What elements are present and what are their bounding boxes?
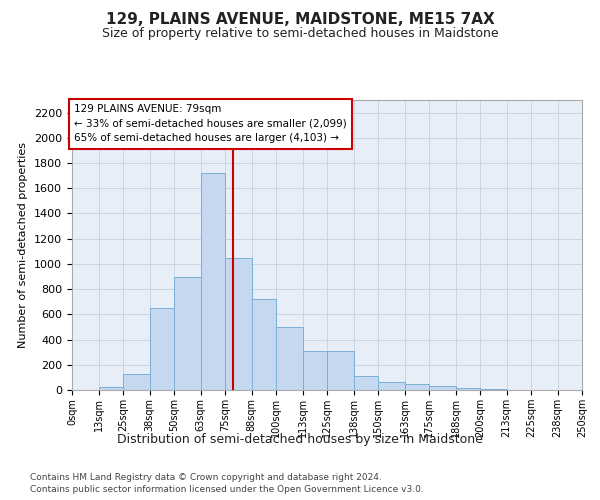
Y-axis label: Number of semi-detached properties: Number of semi-detached properties bbox=[19, 142, 28, 348]
Text: 129, PLAINS AVENUE, MAIDSTONE, ME15 7AX: 129, PLAINS AVENUE, MAIDSTONE, ME15 7AX bbox=[106, 12, 494, 28]
Bar bbox=[149, 308, 174, 390]
Bar bbox=[98, 387, 123, 390]
Bar bbox=[200, 172, 225, 390]
Bar bbox=[276, 327, 302, 390]
Bar bbox=[455, 388, 480, 390]
Bar bbox=[225, 258, 251, 390]
Text: Distribution of semi-detached houses by size in Maidstone: Distribution of semi-detached houses by … bbox=[117, 432, 483, 446]
Bar bbox=[404, 384, 429, 390]
Bar bbox=[378, 382, 404, 390]
Bar bbox=[302, 351, 327, 390]
Text: 129 PLAINS AVENUE: 79sqm
← 33% of semi-detached houses are smaller (2,099)
65% o: 129 PLAINS AVENUE: 79sqm ← 33% of semi-d… bbox=[74, 104, 347, 144]
Text: Contains HM Land Registry data © Crown copyright and database right 2024.: Contains HM Land Registry data © Crown c… bbox=[30, 472, 382, 482]
Text: Contains public sector information licensed under the Open Government Licence v3: Contains public sector information licen… bbox=[30, 485, 424, 494]
Bar bbox=[327, 351, 353, 390]
Text: Size of property relative to semi-detached houses in Maidstone: Size of property relative to semi-detach… bbox=[101, 28, 499, 40]
Bar bbox=[174, 276, 200, 390]
Bar bbox=[251, 298, 276, 390]
Bar bbox=[123, 374, 149, 390]
Bar bbox=[429, 386, 455, 390]
Bar bbox=[353, 376, 378, 390]
